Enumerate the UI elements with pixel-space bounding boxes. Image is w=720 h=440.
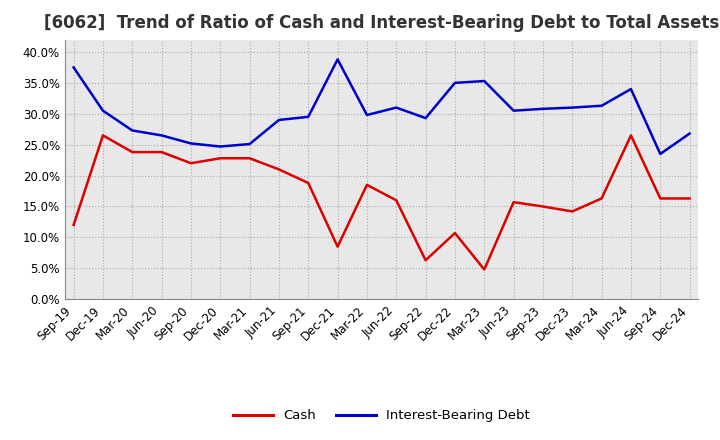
Interest-Bearing Debt	[304, 114, 312, 120]
Title: [6062]  Trend of Ratio of Cash and Interest-Bearing Debt to Total Assets: [6062] Trend of Ratio of Cash and Intere…	[44, 15, 719, 33]
Interest-Bearing Debt	[363, 112, 372, 117]
Interest-Bearing Debt	[539, 106, 547, 111]
Interest-Bearing Debt	[598, 103, 606, 108]
Cash	[568, 209, 577, 214]
Interest-Bearing Debt	[99, 108, 107, 114]
Interest-Bearing Debt	[246, 141, 254, 147]
Interest-Bearing Debt	[685, 131, 694, 136]
Legend: Cash, Interest-Bearing Debt: Cash, Interest-Bearing Debt	[228, 404, 535, 428]
Cash	[539, 204, 547, 209]
Interest-Bearing Debt	[568, 105, 577, 110]
Cash	[216, 156, 225, 161]
Cash	[128, 150, 137, 155]
Cash	[363, 182, 372, 187]
Cash	[451, 231, 459, 236]
Cash	[509, 199, 518, 205]
Cash	[392, 198, 400, 203]
Interest-Bearing Debt	[656, 151, 665, 157]
Interest-Bearing Debt	[333, 57, 342, 62]
Interest-Bearing Debt	[69, 65, 78, 70]
Line: Interest-Bearing Debt: Interest-Bearing Debt	[73, 59, 690, 154]
Interest-Bearing Debt	[186, 141, 195, 146]
Interest-Bearing Debt	[392, 105, 400, 110]
Interest-Bearing Debt	[421, 115, 430, 121]
Cash	[157, 150, 166, 155]
Interest-Bearing Debt	[128, 128, 137, 133]
Cash	[333, 244, 342, 249]
Cash	[626, 133, 635, 138]
Interest-Bearing Debt	[451, 80, 459, 85]
Cash	[99, 133, 107, 138]
Cash	[69, 222, 78, 227]
Interest-Bearing Debt	[274, 117, 283, 123]
Cash	[685, 196, 694, 201]
Cash	[246, 156, 254, 161]
Cash	[186, 161, 195, 166]
Cash	[598, 196, 606, 201]
Line: Cash: Cash	[73, 136, 690, 270]
Cash	[480, 267, 489, 272]
Cash	[421, 258, 430, 263]
Cash	[274, 167, 283, 172]
Interest-Bearing Debt	[509, 108, 518, 114]
Interest-Bearing Debt	[216, 144, 225, 149]
Interest-Bearing Debt	[480, 78, 489, 84]
Interest-Bearing Debt	[157, 133, 166, 138]
Cash	[656, 196, 665, 201]
Cash	[304, 180, 312, 186]
Interest-Bearing Debt	[626, 86, 635, 92]
